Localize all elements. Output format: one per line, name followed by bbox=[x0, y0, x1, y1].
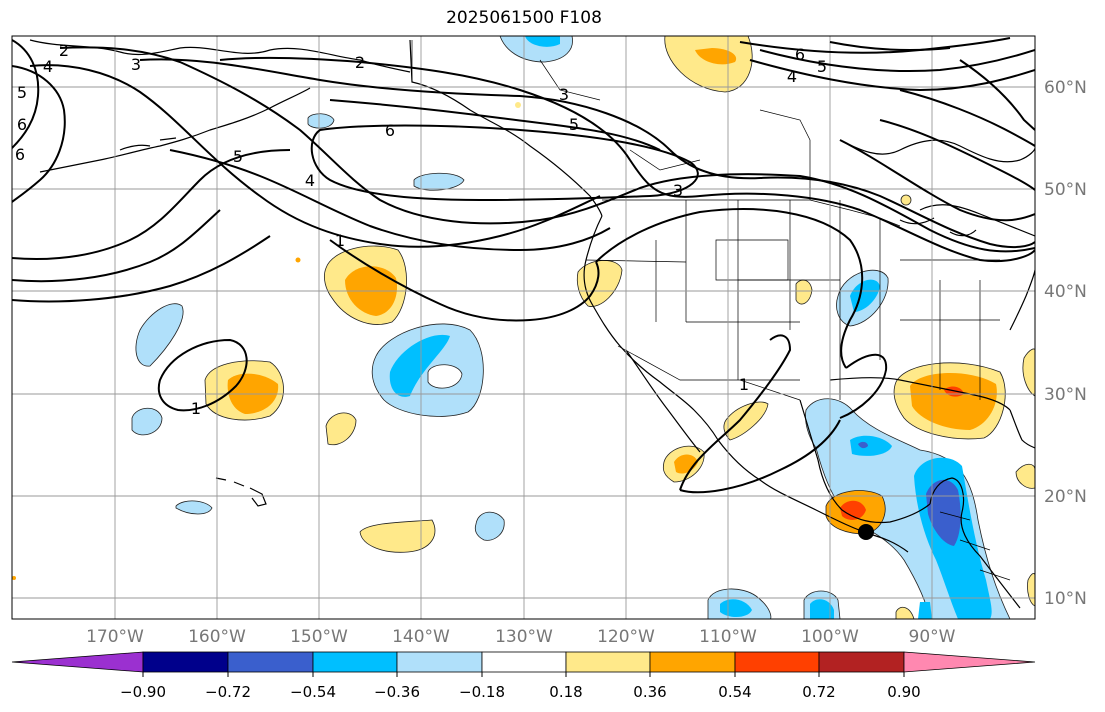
contour-label: 1 bbox=[739, 375, 749, 394]
contour-label: 6 bbox=[15, 145, 25, 164]
lon-label: 150°W bbox=[290, 627, 348, 647]
colorbar-ticks bbox=[142, 672, 905, 677]
map-title: 2025061500 F108 bbox=[446, 8, 602, 28]
longitude-axis: 170°W 160°W 150°W 140°W 130°W 120°W 110°… bbox=[86, 627, 956, 647]
colorbar-label: −0.90 bbox=[120, 683, 166, 701]
lat-label: 50°N bbox=[1044, 180, 1087, 200]
contour-label: 2 bbox=[355, 53, 365, 72]
colorbar-label: −0.54 bbox=[290, 683, 336, 701]
lon-label: 90°W bbox=[909, 627, 956, 647]
colorbar-label: 0.90 bbox=[887, 683, 920, 701]
contour-label: 6 bbox=[795, 45, 805, 64]
colorbar-segment bbox=[818, 651, 905, 673]
contour-label: 1 bbox=[191, 399, 201, 418]
coastlines bbox=[29, 39, 1035, 609]
colorbar-label: 0.18 bbox=[549, 683, 582, 701]
colorbar-label: −0.72 bbox=[205, 683, 251, 701]
contour-label: 1 bbox=[335, 231, 345, 250]
lon-label: 160°W bbox=[188, 627, 246, 647]
lat-label: 40°N bbox=[1044, 282, 1087, 302]
contour-label: 4 bbox=[305, 171, 315, 190]
contour-label: 5 bbox=[17, 83, 27, 102]
lat-label: 60°N bbox=[1044, 78, 1087, 98]
colorbar-label: −0.18 bbox=[459, 683, 505, 701]
shaded-fields bbox=[12, 36, 1035, 619]
lon-label: 120°W bbox=[597, 627, 655, 647]
colorbar-label: 0.54 bbox=[718, 683, 751, 701]
contour-label: 6 bbox=[17, 115, 27, 134]
contour-label: 5 bbox=[233, 147, 243, 166]
colorbar-segment bbox=[396, 651, 483, 673]
colorbar-label: 0.36 bbox=[633, 683, 666, 701]
colorbar-label: 0.72 bbox=[802, 683, 835, 701]
colorbar-label: −0.36 bbox=[374, 683, 420, 701]
contour-label: 4 bbox=[43, 57, 53, 76]
colorbar-labels: −0.90 −0.72 −0.54 −0.36 −0.18 0.18 0.36 … bbox=[120, 683, 921, 701]
lon-label: 130°W bbox=[495, 627, 553, 647]
colorbar-extend-low bbox=[11, 651, 144, 673]
contour-label: 3 bbox=[131, 55, 141, 74]
colorbar-segment bbox=[142, 651, 229, 673]
contour-label: 3 bbox=[673, 181, 683, 200]
lon-label: 110°W bbox=[699, 627, 757, 647]
contour-label: 4 bbox=[787, 67, 797, 86]
gridlines bbox=[12, 36, 1035, 619]
lon-label: 170°W bbox=[86, 627, 144, 647]
contour-label: 3 bbox=[559, 85, 569, 104]
contour-lines bbox=[12, 37, 1035, 494]
colorbar-segment bbox=[227, 651, 314, 673]
lon-label: 100°W bbox=[801, 627, 859, 647]
contour-label: 5 bbox=[569, 115, 579, 134]
location-marker bbox=[858, 524, 874, 540]
political-borders bbox=[411, 40, 1011, 581]
colorbar-extend-high bbox=[903, 651, 1036, 673]
lat-label: 20°N bbox=[1044, 487, 1087, 507]
colorbar bbox=[11, 651, 1036, 673]
contour-label: 6 bbox=[385, 121, 395, 140]
colorbar-segment bbox=[649, 651, 736, 673]
colorbar-segment bbox=[312, 651, 398, 673]
colorbar-segment bbox=[481, 651, 567, 673]
lon-label: 140°W bbox=[392, 627, 450, 647]
contour-label: 2 bbox=[59, 41, 69, 60]
colorbar-segment bbox=[734, 651, 820, 673]
latitude-axis: 60°N 50°N 40°N 30°N 20°N 10°N bbox=[1044, 78, 1087, 609]
colorbar-segment bbox=[565, 651, 651, 673]
lat-label: 10°N bbox=[1044, 589, 1087, 609]
lat-label: 30°N bbox=[1044, 385, 1087, 405]
contour-labels: 2 3 4 5 6 4 5 6 2 3 4 5 6 3 5 6 1 1 1 bbox=[15, 41, 827, 418]
contour-label: 5 bbox=[817, 57, 827, 76]
map-frame bbox=[11, 35, 1036, 620]
